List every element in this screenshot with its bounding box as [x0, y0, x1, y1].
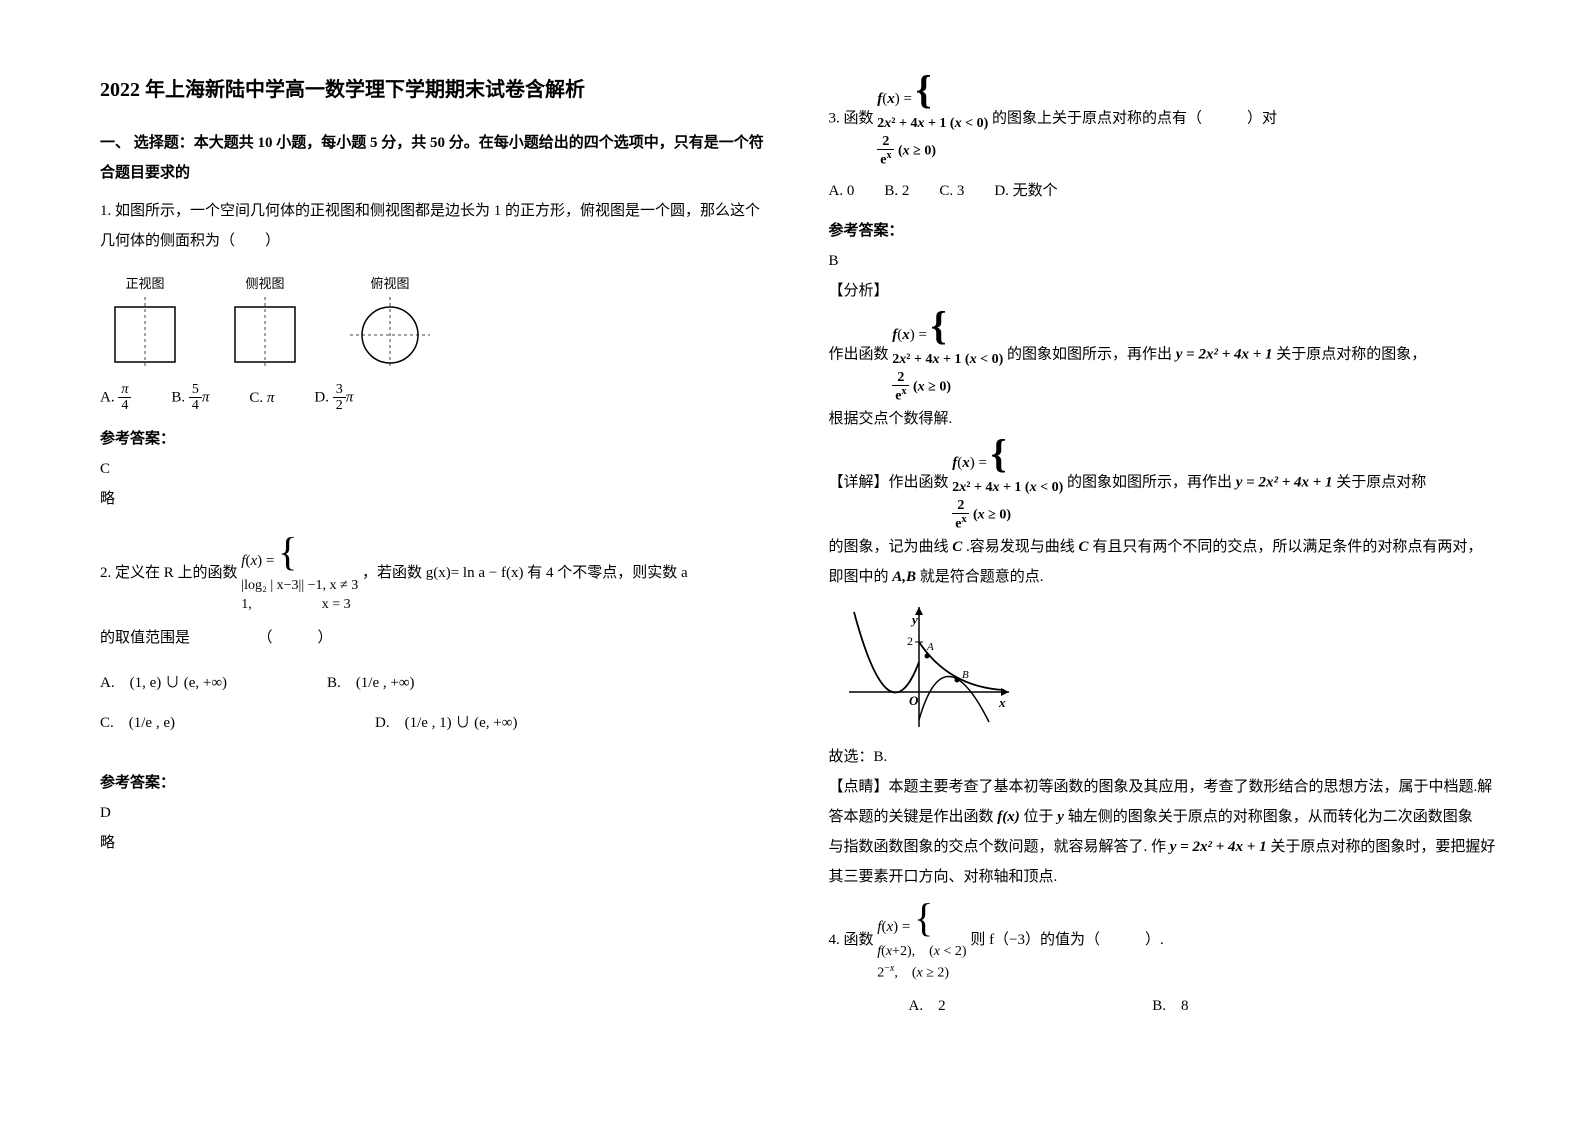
view-side: 侧视图: [230, 271, 300, 367]
view-top-label: 俯视图: [350, 271, 430, 297]
q3-analysis-p1b: 根据交点个数得解.: [829, 404, 1498, 434]
svg-text:y: y: [910, 612, 918, 627]
svg-text:2: 2: [907, 634, 913, 648]
q3: 3. 函数 f(x) = { 2x² + 4x + 1 (x < 0) 2ex …: [829, 70, 1498, 168]
svg-text:B: B: [962, 669, 969, 681]
front-view-svg: [110, 297, 180, 367]
page: 2022 年上海新陆中学高一数学理下学期期末试卷含解析 一、 选择题：本大题共 …: [0, 0, 1587, 1122]
q1-ans: C: [100, 454, 769, 484]
q2-opts-cd: C. (1/e , e) D. (1/e , 1) ∪ (e, +∞): [100, 708, 769, 738]
q4-case-2: 2−x, (x ≥ 2): [877, 962, 966, 983]
view-front-label: 正视图: [110, 271, 180, 297]
q3-analysis-p1: 作出函数 f(x) = { 2x² + 4x + 1 (x < 0) 2ex (…: [829, 306, 1498, 404]
q3-fx-3: f(x) = { 2x² + 4x + 1 (x < 0) 2ex (x ≥ 0…: [952, 434, 1063, 532]
q2-opts-ab: A. (1, e) ∪ (e, +∞) B. (1/e , +∞): [100, 668, 769, 698]
q1-ans-label: 参考答案：: [100, 424, 769, 454]
q4-prefix: 4. 函数: [829, 932, 874, 948]
q1-stem: 1. 如图所示，一个空间几何体的正视图和侧视图都是边长为 1 的正方形，俯视图是…: [100, 196, 769, 256]
q3-case-1: 2x² + 4x + 1 (x < 0): [877, 114, 988, 134]
q2-opt-c: C. (1/e , e): [100, 708, 175, 738]
q3-comment-2: 答本题的关键是作出函数 f(x) 位于 y 轴左侧的图象关于原点的对称图象，从而…: [829, 802, 1498, 832]
q3-ans: B: [829, 246, 1498, 276]
right-column: 3. 函数 f(x) = { 2x² + 4x + 1 (x < 0) 2ex …: [829, 70, 1498, 1082]
section-1-head: 一、 选择题：本大题共 10 小题，每小题 5 分，共 50 分。在每小题给出的…: [100, 128, 769, 188]
q3-tail: 的图象上关于原点对称的点有（ ）对: [992, 110, 1277, 126]
q3-opts: A. 0 B. 2 C. 3 D. 无数个: [829, 176, 1498, 206]
q4-opt-b: B. 8: [1152, 998, 1188, 1014]
q2-opt-b: B. (1/e , +∞): [327, 668, 414, 698]
q3-ans-label: 参考答案：: [829, 216, 1498, 246]
q3-fx: f(x) = { 2x² + 4x + 1 (x < 0) 2ex (x ≥ 0…: [877, 70, 988, 168]
side-view-svg: [230, 297, 300, 367]
q3-detail: 【详解】作出函数 f(x) = { 2x² + 4x + 1 (x < 0) 2…: [829, 434, 1498, 532]
q3-comment-3: 与指数函数图象的交点个数问题，就容易解答了. 作 y = 2x² + 4x + …: [829, 832, 1498, 862]
svg-text:x: x: [998, 695, 1006, 710]
q2-middle: ，若函数 g(x)= ln a − f(x) 有 4 个不零点，则实数 a: [362, 565, 688, 581]
q1-options: A. π4 B. 54π C. π D. 32π: [100, 382, 769, 414]
top-view-svg: [350, 297, 430, 367]
q3-analysis-label: 【分析】: [829, 276, 1498, 306]
q1-opt-d: D. 32π: [314, 382, 353, 414]
svg-text:O: O: [909, 693, 919, 708]
q2-opt-a: A. (1, e) ∪ (e, +∞): [100, 668, 227, 698]
q3-fx-2: f(x) = { 2x² + 4x + 1 (x < 0) 2ex (x ≥ 0…: [892, 306, 1003, 404]
svg-text:A: A: [926, 641, 934, 653]
view-side-label: 侧视图: [230, 271, 300, 297]
q2: 2. 定义在 R 上的函数 f(x) = { |log₂ | x−3|| −1,…: [100, 532, 769, 615]
q1-note: 略: [100, 484, 769, 514]
q2-ans: D: [100, 798, 769, 828]
q3-comment-4: 其三要素开口方向、对称轴和顶点.: [829, 862, 1498, 892]
left-column: 2022 年上海新陆中学高一数学理下学期期末试卷含解析 一、 选择题：本大题共 …: [100, 70, 769, 1082]
q1-opt-b: B. 54π: [171, 382, 209, 414]
view-front: 正视图: [110, 271, 180, 367]
q2-opt-d: D. (1/e , 1) ∪ (e, +∞): [375, 708, 517, 738]
exam-title: 2022 年上海新陆中学高一数学理下学期期末试卷含解析: [100, 70, 769, 110]
q2-case-2: 1, x = 3: [241, 595, 358, 615]
q3-graph: y x O 2 A B: [839, 602, 1498, 732]
q2-prefix: 2. 定义在 R 上的函数: [100, 565, 238, 581]
q3-conclusion: 故选：B.: [829, 742, 1498, 772]
q3-case-2: 2ex (x ≥ 0): [877, 134, 988, 168]
q2-tail: 的取值范围是 （ ）: [100, 623, 769, 653]
q4-tail: 则 f（−3）的值为（ ）.: [970, 932, 1163, 948]
q2-fx: f(x) = { |log₂ | x−3|| −1, x ≠ 3 1, x = …: [241, 532, 358, 615]
q4-fx: f(x) = { f(x+2), (x < 2) 2−x, (x ≥ 2): [877, 898, 966, 983]
q1-views: 正视图 侧视图 俯视图: [110, 271, 769, 367]
q3-detail-p2: 的图象，记为曲线 C .容易发现与曲线 C 有且只有两个不同的交点，所以满足条件…: [829, 532, 1498, 562]
q4-opt-a: A. 2: [909, 991, 1149, 1021]
q3-prefix: 3. 函数: [829, 110, 874, 126]
q4: 4. 函数 f(x) = { f(x+2), (x < 2) 2−x, (x ≥…: [829, 898, 1498, 983]
q4-opts: A. 2 B. 8: [829, 991, 1498, 1021]
graph-svg: y x O 2 A B: [839, 602, 1019, 732]
view-top: 俯视图: [350, 271, 430, 367]
q4-case-1: f(x+2), (x < 2): [877, 942, 966, 962]
q3-comment-1: 【点睛】本题主要考查了基本初等函数的图象及其应用，考查了数形结合的思想方法，属于…: [829, 772, 1498, 802]
q2-note: 略: [100, 828, 769, 858]
q1-opt-a: A. π4: [100, 382, 131, 414]
q2-case-1: |log₂ | x−3|| −1, x ≠ 3: [241, 576, 358, 596]
q1-opt-c: C. π: [249, 383, 274, 413]
q3-detail-p3: 即图中的 A,B 就是符合题意的点.: [829, 562, 1498, 592]
q2-ans-label: 参考答案：: [100, 768, 769, 798]
